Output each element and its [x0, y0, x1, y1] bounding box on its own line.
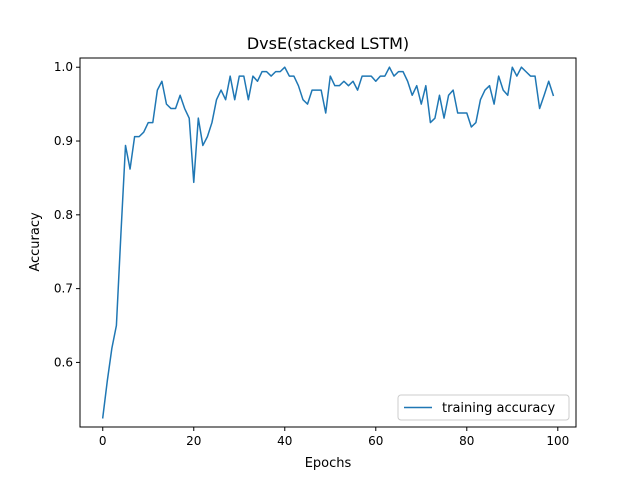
- x-tick-label: 0: [99, 434, 107, 448]
- x-tick-label: 80: [459, 434, 474, 448]
- y-axis-ticks: 0.6 0.7 0.8 0.9 1.0: [54, 60, 80, 369]
- x-axis-ticks: 0 20 40 60 80 100: [99, 427, 569, 448]
- chart-title: DvsE(stacked LSTM): [247, 34, 409, 53]
- x-tick-label: 100: [546, 434, 569, 448]
- y-tick-label: 0.9: [54, 134, 73, 148]
- y-tick-label: 0.6: [54, 355, 73, 369]
- x-tick-label: 20: [186, 434, 201, 448]
- y-tick-label: 0.7: [54, 282, 73, 296]
- plot-frame: [79, 57, 577, 428]
- y-tick-label: 1.0: [54, 60, 73, 74]
- x-axis-label: Epochs: [305, 456, 352, 471]
- y-tick-label: 0.8: [54, 208, 73, 222]
- x-tick-label: 60: [368, 434, 383, 448]
- x-tick-label: 40: [277, 434, 292, 448]
- legend-box: [397, 394, 570, 421]
- y-axis-label: Accuracy: [28, 212, 43, 272]
- legend-label: training accuracy: [442, 401, 555, 416]
- training-accuracy-line: [101, 66, 555, 419]
- legend: training accuracy: [397, 394, 570, 421]
